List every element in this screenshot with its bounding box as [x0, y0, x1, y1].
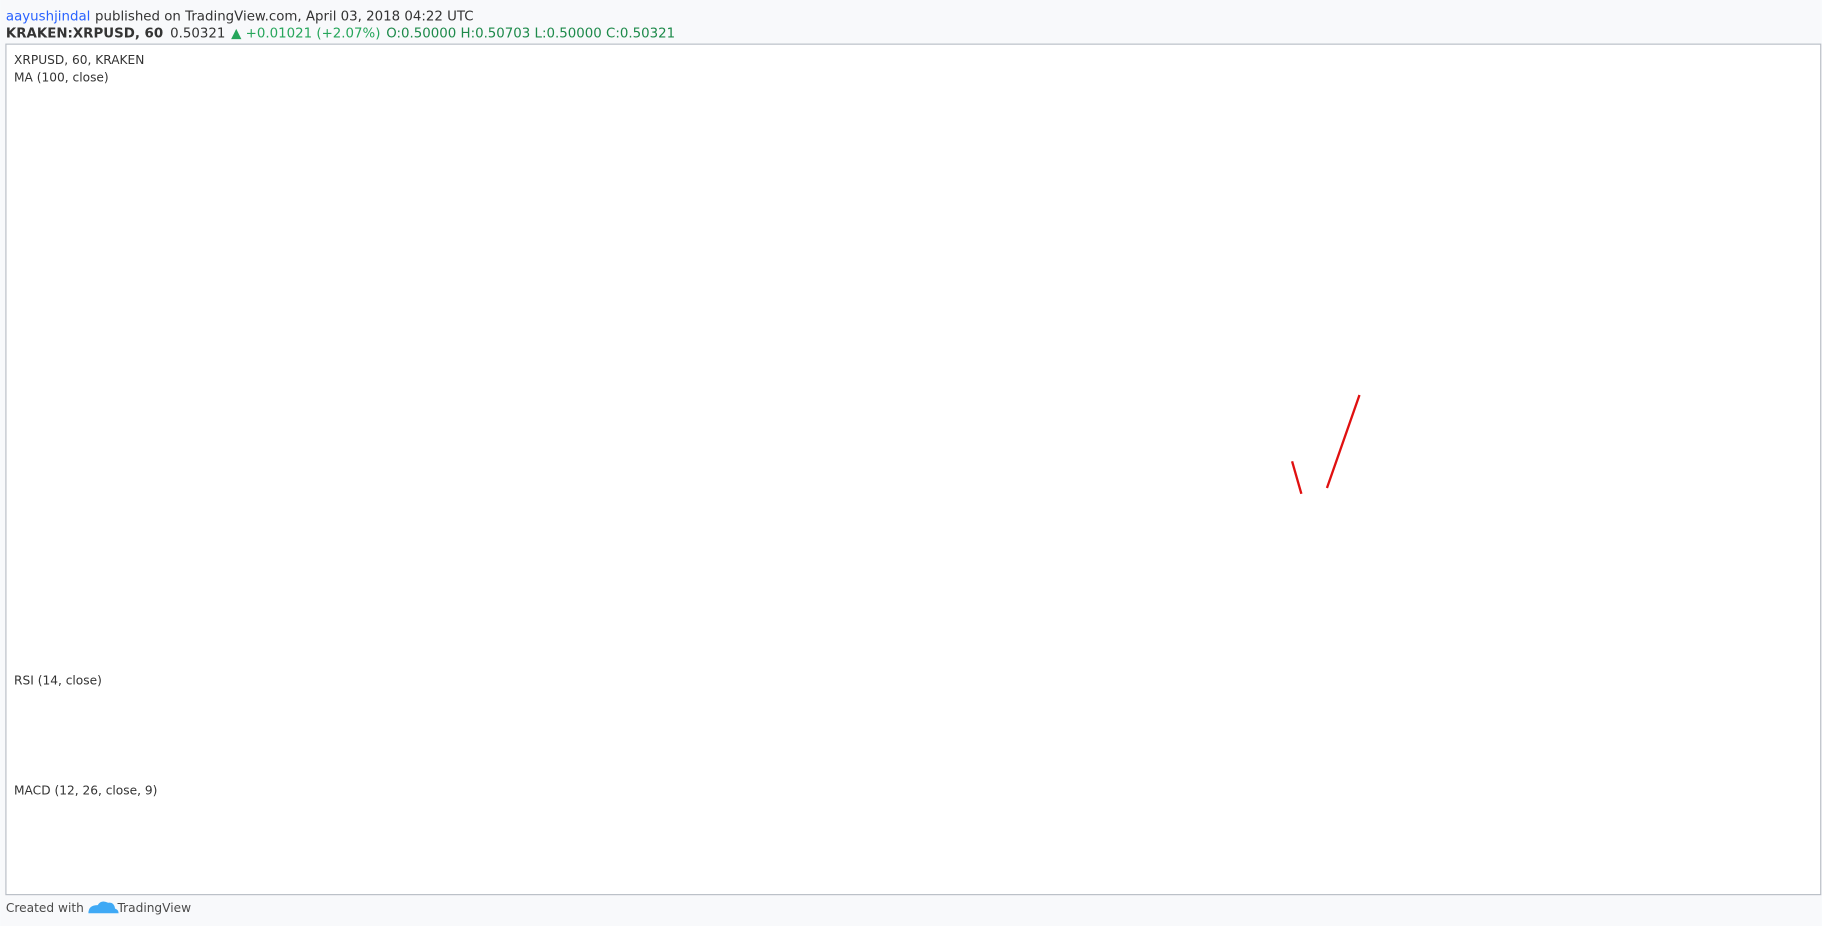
forecast-stroke	[1290, 460, 1303, 495]
header-line: aayushjindal published on TradingView.com…	[6, 9, 474, 24]
footer-created: Created with	[6, 901, 84, 915]
symbol: KRAKEN:XRPUSD, 60	[6, 27, 163, 42]
logo-cloud	[88, 901, 119, 914]
forecast-stroke	[1325, 394, 1361, 489]
footer-brand[interactable]: TradingView	[116, 901, 191, 915]
ohlc: O:0.50000 H:0.50703 L:0.50000 C:0.50321	[386, 27, 675, 42]
ma-legend: MA (100, close)	[14, 70, 109, 84]
macd-title: MACD (12, 26, close, 9)	[14, 784, 157, 798]
published: published on TradingView.com, April 03, …	[95, 9, 474, 24]
chart-title: XRPUSD, 60, KRAKEN	[14, 53, 144, 67]
author[interactable]: aayushjindal	[6, 9, 90, 24]
tradingview-logo	[88, 901, 119, 914]
ticker-line: KRAKEN:XRPUSD, 60 0.50321 ▲ +0.01021 (+2.0…	[6, 27, 675, 42]
last-price: 0.50321	[170, 27, 225, 42]
change: ▲ +0.01021 (+2.07%)	[231, 27, 380, 42]
rsi-title: RSI (14, close)	[14, 673, 102, 687]
chart-frame	[5, 43, 1822, 896]
